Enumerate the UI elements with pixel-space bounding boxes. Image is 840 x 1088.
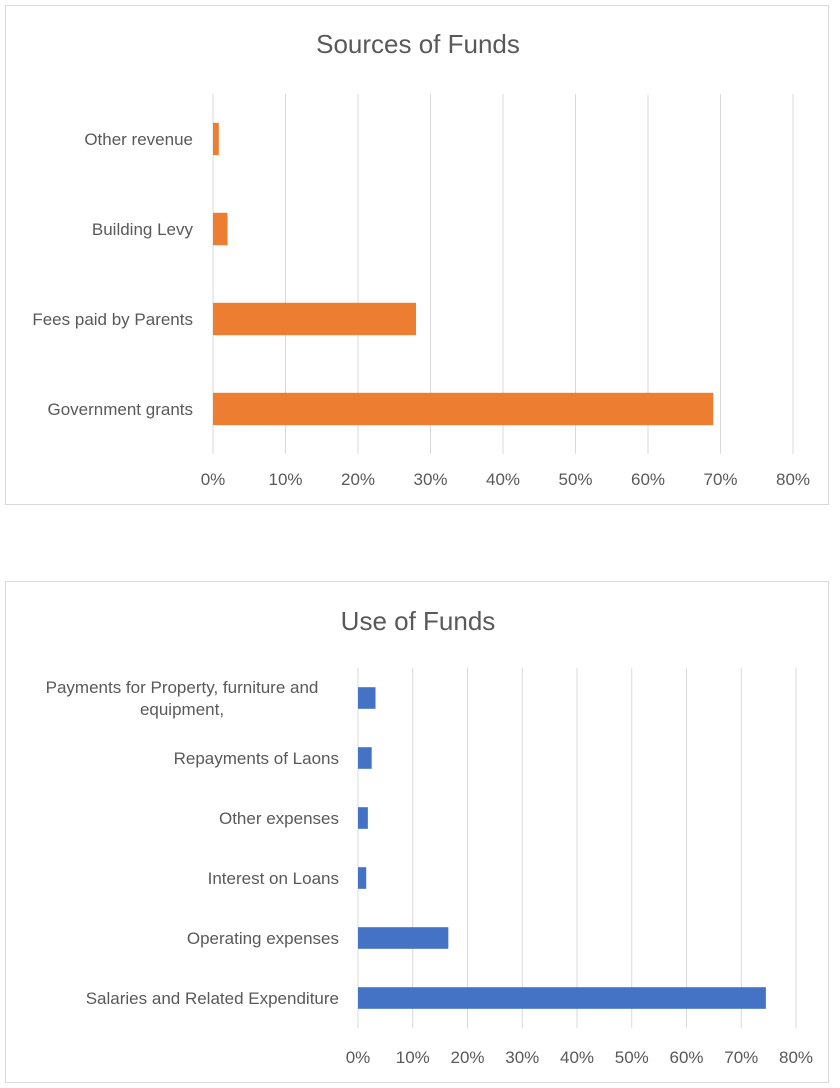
sources-x-tick-label: 40% xyxy=(486,470,520,489)
uses-x-tick-label: 60% xyxy=(669,1048,703,1067)
sources-x-tick-label: 10% xyxy=(268,470,302,489)
uses-category-label: Salaries and Related Expenditure xyxy=(86,989,339,1008)
uses-x-tick-label: 50% xyxy=(615,1048,649,1067)
uses-bar xyxy=(358,687,376,709)
sources-category-label: Government grants xyxy=(47,400,193,419)
use-of-funds-chart: Use of Funds 0% 10% 20% 30% 40% 50% 60% 70% 80% Sa… xyxy=(5,581,829,1083)
sources-x-tick-label: 20% xyxy=(341,470,375,489)
sources-x-tick-label: 80% xyxy=(776,470,810,489)
uses-category-label: Other expenses xyxy=(219,809,339,828)
uses-category-label: equipment, xyxy=(140,700,224,719)
sources-chart-title: Sources of Funds xyxy=(316,29,520,59)
sources-bar xyxy=(213,212,228,246)
sources-bar xyxy=(213,122,219,156)
uses-bar xyxy=(358,807,368,829)
uses-x-tick-label: 20% xyxy=(450,1048,484,1067)
sources-of-funds-chart: Sources of Funds 0% 10% 20% 30% 40% 50% 60% 70% 8… xyxy=(5,5,829,505)
uses-bar xyxy=(358,867,367,889)
uses-category-label: Interest on Loans xyxy=(208,869,339,888)
sources-bar xyxy=(213,392,714,426)
sources-x-tick-label: 30% xyxy=(413,470,447,489)
uses-category-label: Operating expenses xyxy=(187,929,339,948)
sources-category-label: Building Levy xyxy=(92,220,194,239)
uses-x-tick-label: 0% xyxy=(346,1048,371,1067)
sources-bar xyxy=(213,302,416,336)
sources-category-label: Other revenue xyxy=(84,130,193,149)
sources-x-tick-label: 0% xyxy=(201,470,226,489)
uses-x-tick-label: 30% xyxy=(505,1048,539,1067)
sources-category-label: Fees paid by Parents xyxy=(32,310,193,329)
sources-x-tick-label: 70% xyxy=(703,470,737,489)
uses-x-tick-label: 40% xyxy=(560,1048,594,1067)
sources-x-tick-label: 50% xyxy=(558,470,592,489)
uses-x-tick-label: 70% xyxy=(724,1048,758,1067)
uses-bar xyxy=(358,927,449,949)
use-of-funds-plot: Use of Funds 0% 10% 20% 30% 40% 50% 60% 70% 80% Sa… xyxy=(46,606,813,1067)
sources-x-tick-label: 60% xyxy=(631,470,665,489)
uses-x-tick-label: 10% xyxy=(396,1048,430,1067)
uses-bar xyxy=(358,987,766,1009)
uses-category-label: Payments for Property, furniture and xyxy=(46,678,319,697)
uses-category-label: Repayments of Laons xyxy=(174,749,339,768)
uses-bar xyxy=(358,747,372,769)
uses-x-tick-label: 80% xyxy=(779,1048,813,1067)
uses-chart-title: Use of Funds xyxy=(341,606,496,636)
sources-of-funds-plot: Sources of Funds 0% 10% 20% 30% 40% 50% 60% 70% 8… xyxy=(32,29,810,489)
